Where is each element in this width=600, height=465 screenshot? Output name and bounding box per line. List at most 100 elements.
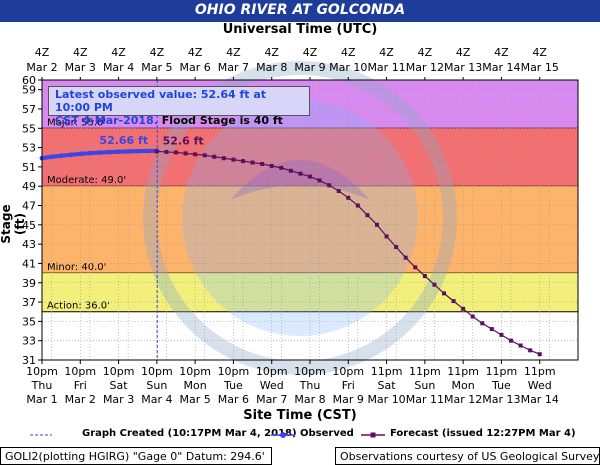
forecast-point <box>241 159 245 164</box>
forecast-point <box>365 213 370 218</box>
y-tick-label-39: 39 <box>22 277 36 290</box>
forecast-point <box>308 174 312 179</box>
forecast-point <box>269 163 274 168</box>
forecast-point <box>528 348 533 353</box>
utc-tick-date-8: Mar 10 <box>329 61 367 74</box>
x-tick-time-8: 10pm <box>332 365 364 378</box>
utc-tick-time-6: 4Z <box>264 46 279 59</box>
forecast-point <box>403 255 408 260</box>
forecast-point <box>499 332 504 337</box>
x-tick-time-9: 11pm <box>371 365 403 378</box>
utc-tick-date-11: Mar 13 <box>444 61 482 74</box>
forecast-point <box>231 157 236 162</box>
x-tick-weekday-2: Sat <box>110 379 129 392</box>
x-tick-time-4: 10pm <box>179 365 211 378</box>
y-tick-label-53: 53 <box>22 142 36 155</box>
utc-tick-date-7: Mar 9 <box>294 61 325 74</box>
forecast-point <box>193 152 198 157</box>
forecast-point <box>537 352 542 357</box>
x-tick-time-7: 10pm <box>294 365 326 378</box>
forecast-point <box>250 160 255 165</box>
forecast-point <box>327 183 332 188</box>
forecast-point <box>298 171 303 176</box>
forecast-point <box>346 195 351 200</box>
utc-tick-time-10: 4Z <box>418 46 433 59</box>
x-tick-time-6: 10pm <box>256 365 288 378</box>
observed-point <box>58 153 64 159</box>
x-tick-time-12: 11pm <box>486 365 518 378</box>
utc-tick-date-6: Mar 8 <box>256 61 287 74</box>
observed-value-label: 52.66 ft <box>99 134 148 147</box>
utc-tick-time-9: 4Z <box>379 46 394 59</box>
x-tick-date-7: Mar 8 <box>294 393 325 406</box>
utc-tick-date-2: Mar 4 <box>103 61 134 74</box>
flood-category-label-0: Major: 55.0' <box>47 117 106 128</box>
forecast-point <box>442 291 446 296</box>
forecast-point <box>260 162 265 166</box>
forecast-point <box>279 165 284 170</box>
observed-point <box>97 150 102 156</box>
x-tick-time-3: 10pm <box>141 365 173 378</box>
observed-point <box>116 149 121 155</box>
latest-observation-box: Latest observed value: 52.64 ft at 10:00… <box>48 86 310 127</box>
chart-title: OHIO RIVER AT GOLCONDA <box>194 2 406 18</box>
forecast-point <box>174 150 178 155</box>
y-tick-label-37: 37 <box>22 296 36 309</box>
utc-tick-time-1: 4Z <box>73 46 88 59</box>
observed-point <box>87 150 93 156</box>
y-tick-label-47: 47 <box>22 200 36 213</box>
axes: 3133353739414345474951535557596010pmThuM… <box>22 46 579 406</box>
x-tick-weekday-13: Wed <box>528 379 552 392</box>
forecast-point <box>489 327 494 332</box>
x-tick-date-5: Mar 6 <box>218 393 249 406</box>
x-tick-weekday-5: Tue <box>223 379 243 392</box>
x-tick-time-13: 11pm <box>524 365 556 378</box>
forecast-point <box>375 222 379 227</box>
forecast-point <box>355 203 360 208</box>
x-tick-date-11: Mar 12 <box>444 393 482 406</box>
x-tick-time-1: 10pm <box>64 365 96 378</box>
utc-tick-time-13: 4Z <box>532 46 547 59</box>
x-tick-weekday-1: Fri <box>74 379 87 392</box>
y-tick-label-45: 45 <box>22 219 36 232</box>
forecast-point <box>221 156 226 161</box>
watermark-bird <box>230 160 370 200</box>
x-tick-date-12: Mar 13 <box>482 393 520 406</box>
forecast-legend-icon <box>361 432 385 438</box>
x-tick-date-9: Mar 10 <box>367 393 405 406</box>
x-tick-date-13: Mar 14 <box>521 393 559 406</box>
forecast-point <box>384 234 389 239</box>
utc-tick-time-12: 4Z <box>494 46 509 59</box>
utc-tick-date-10: Mar 12 <box>406 61 444 74</box>
x-tick-weekday-11: Mon <box>452 379 475 392</box>
x-tick-date-2: Mar 3 <box>103 393 134 406</box>
latest-observed-date: CST 4-Mar-2018. <box>55 114 158 127</box>
y-tick-label-33: 33 <box>22 335 36 348</box>
observed-point <box>144 148 150 154</box>
utc-tick-time-3: 4Z <box>150 46 165 59</box>
y-axis-label: Stage (ft) <box>0 204 27 244</box>
forecast-point <box>470 314 475 319</box>
observed-legend-icon <box>271 432 295 438</box>
observed-point <box>68 152 74 158</box>
x-tick-time-0: 10pm <box>26 365 58 378</box>
utc-tick-date-1: Mar 3 <box>65 61 96 74</box>
x-tick-weekday-0: Thu <box>31 379 53 392</box>
forecast-point <box>154 149 159 154</box>
flood-stage-note: CST 4-Mar-2018. Flood Stage is 40 ft <box>55 114 303 127</box>
x-tick-time-11: 11pm <box>447 365 479 378</box>
legend-forecast: Forecast (issued 12:27PM Mar 4) <box>390 428 576 439</box>
x-tick-time-2: 10pm <box>103 365 135 378</box>
x-tick-weekday-7: Thu <box>299 379 321 392</box>
x-tick-weekday-10: Sun <box>414 379 435 392</box>
utc-tick-time-4: 4Z <box>188 46 203 59</box>
observed-point <box>125 149 131 154</box>
utc-tick-time-8: 4Z <box>341 46 356 59</box>
flood-category-label-2: Minor: 40.0' <box>47 262 106 273</box>
forecast-point <box>518 343 523 348</box>
x-tick-date-4: Mar 5 <box>180 393 211 406</box>
observed-point <box>106 149 112 155</box>
legend-observed: Observed <box>300 428 354 439</box>
forecast-point <box>394 245 399 250</box>
